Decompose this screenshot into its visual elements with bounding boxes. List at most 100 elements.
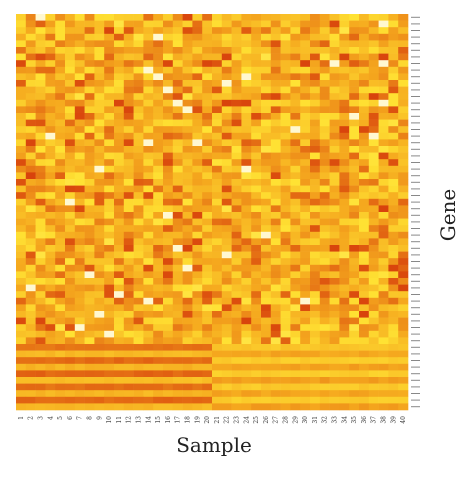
heatmap-cell — [114, 40, 125, 48]
heatmap-cell — [280, 172, 291, 180]
heatmap-cell — [319, 344, 330, 351]
heatmap-cell — [182, 238, 193, 246]
heatmap-cell — [339, 73, 350, 81]
heatmap-cell — [270, 297, 281, 305]
heatmap-cell — [368, 146, 379, 153]
x-tick-label: 40 — [400, 416, 407, 424]
heatmap-cell — [241, 403, 252, 411]
heatmap-cell — [319, 152, 330, 160]
heatmap-cell — [339, 172, 350, 180]
heatmap-cell — [300, 278, 311, 285]
heatmap-cell — [310, 271, 321, 279]
heatmap-cell — [290, 324, 301, 332]
heatmap-cell — [192, 337, 203, 345]
heatmap-cell — [16, 370, 27, 378]
x-tick-label: 37 — [371, 416, 378, 424]
heatmap-cell — [368, 66, 379, 74]
heatmap-cell — [25, 238, 36, 246]
heatmap-cell — [221, 304, 232, 312]
heatmap-cell — [319, 251, 330, 259]
heatmap-cell — [241, 291, 252, 299]
heatmap-cell — [84, 40, 95, 48]
heatmap-cell — [104, 251, 115, 259]
heatmap-cell — [202, 27, 213, 35]
heatmap-cell — [163, 284, 174, 292]
heatmap-cell — [359, 403, 370, 411]
heatmap-cell — [231, 403, 242, 411]
heatmap-cell — [212, 297, 223, 305]
heatmap-cell — [368, 363, 379, 371]
heatmap-cell — [123, 383, 134, 391]
heatmap-cell — [319, 27, 330, 35]
heatmap-cell — [310, 27, 321, 35]
heatmap-cell — [378, 377, 389, 384]
heatmap-cell — [114, 198, 125, 206]
heatmap-cell — [104, 73, 115, 81]
heatmap-cell — [153, 86, 164, 94]
heatmap-cell — [280, 198, 291, 206]
heatmap-cell — [368, 238, 379, 246]
heatmap-cell — [349, 159, 360, 167]
heatmap-cell — [231, 93, 242, 101]
heatmap-cell — [310, 53, 321, 61]
heatmap-cell — [261, 132, 272, 140]
heatmap-cell — [16, 192, 27, 200]
heatmap-cell — [202, 324, 213, 332]
heatmap-cell — [339, 66, 350, 74]
heatmap-cell — [143, 126, 154, 134]
heatmap-cell — [212, 132, 223, 140]
heatmap-cell — [94, 132, 105, 140]
heatmap-cell — [55, 60, 66, 68]
heatmap-cell — [378, 159, 389, 167]
heatmap-cell — [153, 60, 164, 68]
heatmap-cell — [104, 106, 115, 114]
heatmap-cell — [182, 152, 193, 160]
heatmap-cell — [16, 344, 27, 351]
heatmap-cell — [339, 317, 350, 325]
heatmap-cell — [133, 80, 144, 87]
heatmap-cell — [212, 337, 223, 345]
heatmap-cell — [329, 86, 340, 94]
heatmap-cell — [143, 93, 154, 101]
heatmap-cell — [310, 231, 321, 239]
heatmap-cell — [359, 99, 370, 107]
heatmap-cell — [182, 337, 193, 345]
heatmap-cell — [339, 297, 350, 305]
heatmap-cell — [339, 363, 350, 371]
heatmap-cell — [241, 47, 252, 54]
heatmap-cell — [94, 205, 105, 213]
heatmap-cell — [310, 245, 321, 252]
heatmap-cell — [290, 152, 301, 160]
heatmap-cell — [114, 86, 125, 94]
heatmap-cell — [339, 185, 350, 193]
heatmap-cell — [143, 152, 154, 160]
heatmap-cell — [261, 53, 272, 61]
heatmap-cell — [310, 47, 321, 54]
heatmap-cell — [192, 80, 203, 87]
heatmap-cell — [94, 291, 105, 299]
heatmap-cell — [25, 179, 36, 186]
heatmap-cell — [94, 99, 105, 107]
heatmap-cell — [388, 357, 399, 365]
heatmap-cell — [163, 86, 174, 94]
heatmap-cell — [310, 165, 321, 173]
heatmap-cell — [388, 165, 399, 173]
heatmap-cell — [221, 251, 232, 259]
heatmap-cell — [359, 152, 370, 160]
heatmap-cell — [94, 245, 105, 252]
heatmap-cell — [300, 132, 311, 140]
heatmap-cell — [280, 284, 291, 292]
heatmap-cell — [202, 363, 213, 371]
heatmap-cell — [55, 20, 66, 28]
heatmap-cell — [212, 126, 223, 134]
heatmap-cell — [241, 284, 252, 292]
heatmap-cell — [65, 225, 76, 233]
heatmap-cell — [153, 311, 164, 318]
heatmap-cell — [45, 370, 56, 378]
heatmap-cell — [231, 80, 242, 87]
heatmap-cell — [280, 337, 291, 345]
heatmap-cell — [94, 60, 105, 68]
heatmap-cell — [65, 245, 76, 252]
heatmap-cell — [290, 132, 301, 140]
heatmap-cell — [319, 139, 330, 147]
